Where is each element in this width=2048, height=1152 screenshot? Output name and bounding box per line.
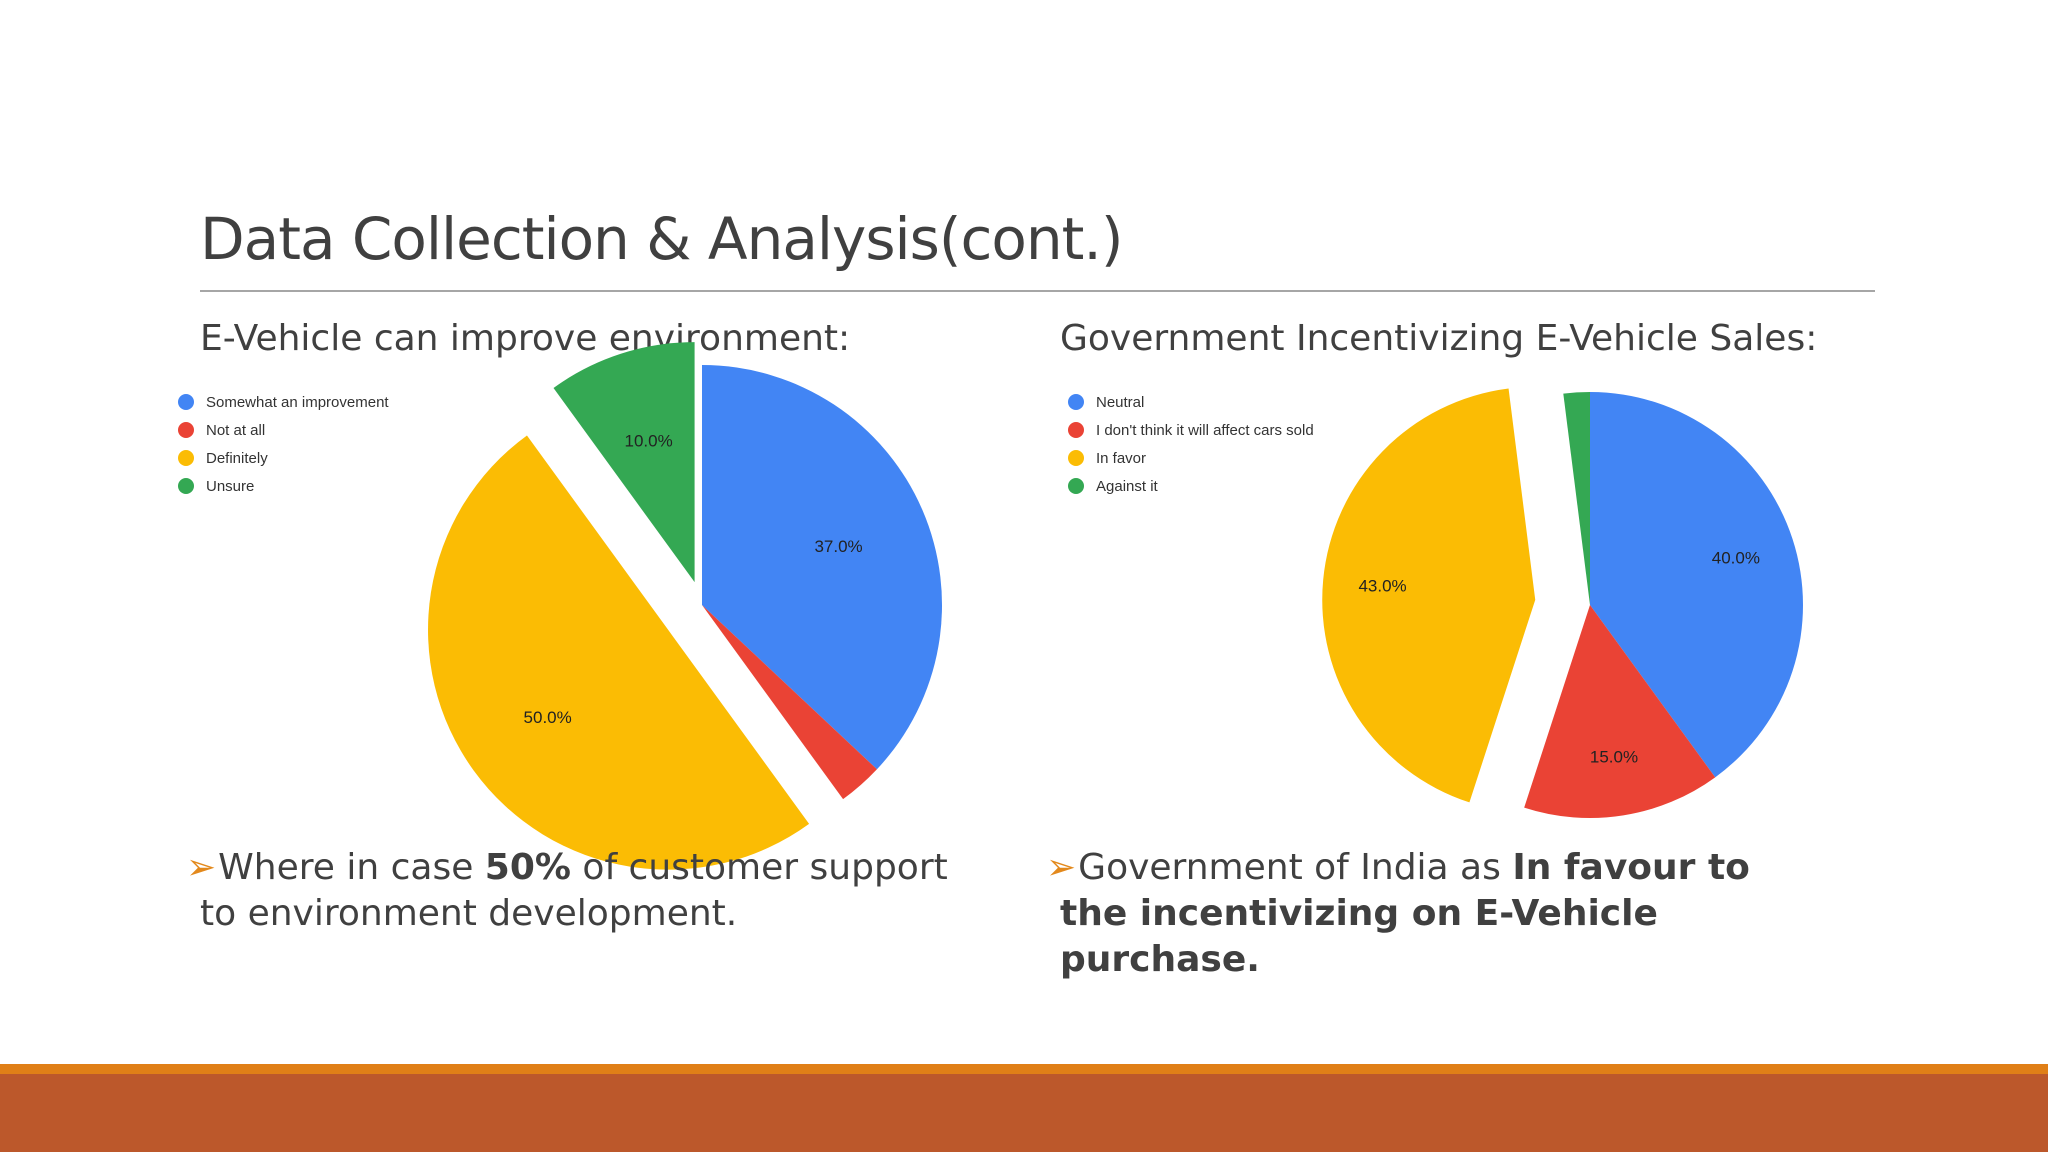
- legend-item: Against it: [1068, 472, 1314, 500]
- pie-slice-definitely: [428, 435, 810, 870]
- legend-swatch: [178, 394, 194, 410]
- legend-swatch: [1068, 422, 1084, 438]
- right-chart-legend: Neutral I don't think it will affect car…: [1068, 388, 1314, 500]
- pie-data-label: 40.0%: [1712, 549, 1760, 568]
- legend-item: In favor: [1068, 444, 1314, 472]
- legend-item: Unsure: [178, 472, 389, 500]
- pie-data-label: 50.0%: [524, 708, 572, 727]
- legend-item: Neutral: [1068, 388, 1314, 416]
- bullet-arrow-icon: ➢: [186, 847, 217, 888]
- legend-label: Definitely: [206, 449, 268, 467]
- right-bullet-text: ➢Government of India as In favour to the…: [1046, 845, 1820, 983]
- legend-label: Neutral: [1096, 393, 1145, 411]
- legend-label: In favor: [1096, 449, 1147, 467]
- legend-swatch: [1068, 394, 1084, 410]
- right-chart-heading: Government Incentivizing E-Vehicle Sales…: [1060, 318, 1818, 359]
- right-pie-chart: 40.0% 15.0% 43.0%: [1322, 388, 1803, 818]
- legend-swatch: [178, 450, 194, 466]
- pie-slice-against-it: [1563, 392, 1590, 605]
- legend-swatch: [178, 422, 194, 438]
- left-chart-legend: Somewhat an improvement Not at all Defin…: [178, 388, 389, 500]
- pie-slice-i-don-t-think-it-will-affect-cars-sold: [1524, 605, 1716, 818]
- legend-label: Somewhat an improvement: [206, 393, 389, 411]
- pie-data-label: 37.0%: [814, 537, 862, 556]
- slide-title: Data Collection & Analysis(cont.): [200, 205, 1123, 273]
- legend-label: Unsure: [206, 477, 255, 495]
- left-pie-chart: 37.0% 50.0% 10.0%: [428, 342, 943, 870]
- footer-accent-stripe: [0, 1064, 2048, 1074]
- bullet-arrow-icon: ➢: [1046, 847, 1077, 888]
- left-bullet-text: ➢Where in case 50% of customer support t…: [186, 845, 960, 937]
- bullet-text-post: of customer support to environment devel…: [200, 847, 948, 934]
- legend-item: Definitely: [178, 444, 389, 472]
- legend-item: Not at all: [178, 416, 389, 444]
- legend-swatch: [1068, 450, 1084, 466]
- pie-slice-somewhat-an-improvement: [702, 365, 943, 770]
- pie-data-label: 43.0%: [1358, 576, 1406, 595]
- pie-slice-not-at-all: [702, 605, 877, 800]
- legend-swatch: [178, 478, 194, 494]
- legend-item: I don't think it will affect cars sold: [1068, 416, 1314, 444]
- legend-swatch: [1068, 478, 1084, 494]
- pie-data-label: 10.0%: [625, 432, 673, 451]
- legend-item: Somewhat an improvement: [178, 388, 389, 416]
- legend-label: Against it: [1096, 477, 1158, 495]
- legend-label: Not at all: [206, 421, 266, 439]
- left-chart-heading: E-Vehicle can improve environment:: [200, 318, 851, 359]
- title-divider: [200, 290, 1875, 292]
- pie-data-label: 15.0%: [1590, 747, 1638, 766]
- legend-label: I don't think it will affect cars sold: [1096, 421, 1314, 439]
- bullet-text-bold: In favour to the incentivizing on E-Vehi…: [1060, 847, 1750, 980]
- bullet-text-pre: Government of India as: [1078, 847, 1513, 888]
- pie-slice-unsure: [553, 342, 695, 583]
- bullet-text-pre: Where in case: [218, 847, 485, 888]
- bullet-text-bold: 50%: [484, 847, 571, 888]
- pie-slice-neutral: [1590, 392, 1803, 778]
- pie-slice-in-favor: [1322, 388, 1536, 803]
- footer-band: [0, 1074, 2048, 1152]
